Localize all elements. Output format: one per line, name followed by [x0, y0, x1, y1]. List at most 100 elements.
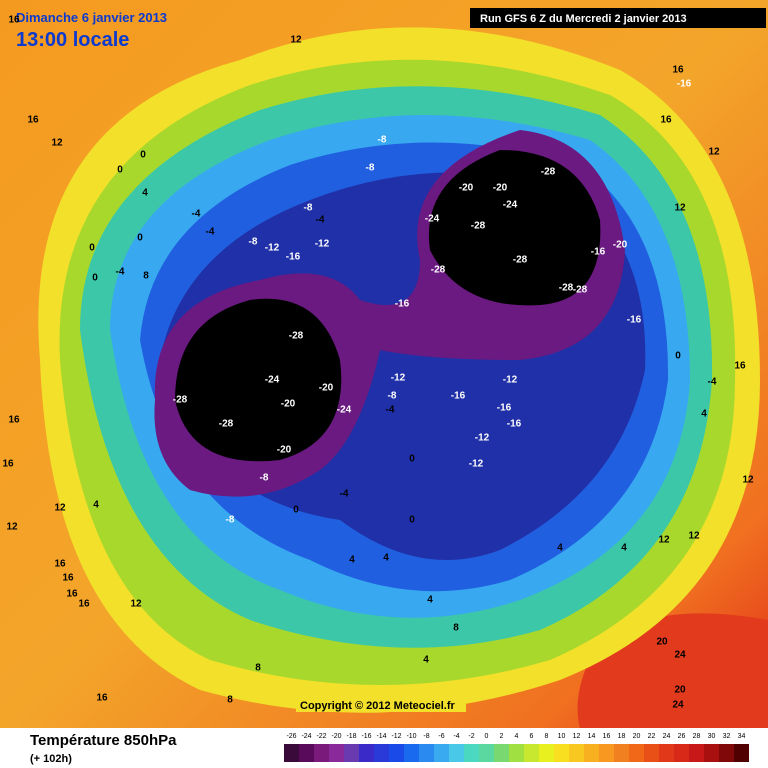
- colorbar-swatch: [359, 744, 374, 762]
- colorbar-swatch: [629, 744, 644, 762]
- contour-label: 4: [423, 655, 429, 666]
- colorbar-tick-label: -12: [391, 733, 401, 740]
- contour-label: -20: [319, 383, 334, 394]
- colorbar-tick-label: -24: [301, 733, 311, 740]
- colorbar-tick-label: 18: [618, 733, 626, 740]
- contour-label: 4: [427, 595, 433, 606]
- colorbar-swatch: [464, 744, 479, 762]
- colorbar-swatch: [704, 744, 719, 762]
- contour-label: -12: [315, 239, 330, 250]
- contour-label: 8: [143, 271, 149, 282]
- contour-label: 16: [27, 115, 39, 126]
- colorbar-swatch: [659, 744, 674, 762]
- contour-label: -28: [219, 419, 234, 430]
- contour-label: -4: [206, 227, 215, 238]
- colorbar-tick-label: -16: [361, 733, 371, 740]
- contour-label: -24: [425, 214, 440, 225]
- contour-label: 16: [62, 573, 74, 584]
- contour-label: -12: [475, 433, 490, 444]
- contour-label: 16: [672, 65, 684, 76]
- contour-label: 12: [658, 535, 670, 546]
- contour-label: -8: [388, 391, 397, 402]
- contour-label: 8: [453, 623, 459, 634]
- contour-label: -12: [265, 243, 280, 254]
- colorbar-tick-label: 10: [558, 733, 566, 740]
- contour-label: 12: [6, 522, 18, 533]
- colorbar-tick-label: 22: [648, 733, 656, 740]
- colorbar-tick-label: 16: [603, 733, 611, 740]
- contour-label: -8: [260, 473, 269, 484]
- colorbar-swatch: [344, 744, 359, 762]
- colorbar: -26 -24 -22 -20 -18 -16 -14 -12 -10 -8 -6 -4 -2 0 2 4 6 8…: [284, 733, 749, 762]
- contour-label: -12: [469, 459, 484, 470]
- contour-label: 24: [674, 650, 686, 661]
- contour-label: 4: [383, 553, 389, 564]
- colorbar-swatch: [719, 744, 734, 762]
- contour-label: 16: [54, 559, 66, 570]
- colorbar-swatch: [479, 744, 494, 762]
- contour-label: -4: [316, 215, 325, 226]
- colorbar-tick-label: 2: [500, 733, 504, 740]
- contour-label: -16: [497, 403, 512, 414]
- contour-label: -24: [503, 200, 518, 211]
- colorbar-tick-label: -10: [406, 733, 416, 740]
- contour-label: -4: [386, 405, 395, 416]
- contour-label: 12: [742, 475, 754, 486]
- contour-label: -24: [265, 375, 280, 386]
- contour-label: -28: [173, 395, 188, 406]
- contour-label: -4: [116, 267, 125, 278]
- contour-label: 16: [660, 115, 672, 126]
- contour-label: -12: [503, 375, 518, 386]
- colorbar-tick-label: 12: [573, 733, 581, 740]
- colorbar-tick-label: 0: [485, 733, 489, 740]
- colorbar-tick-label: 14: [588, 733, 596, 740]
- colorbar-swatch: [314, 744, 329, 762]
- contour-label: 20: [656, 637, 668, 648]
- contour-label: 12: [130, 599, 142, 610]
- contour-label: -28: [573, 285, 588, 296]
- colorbar-tick-label: -4: [453, 733, 459, 740]
- colorbar-tick-label: 4: [515, 733, 519, 740]
- contour-label: 4: [701, 409, 707, 420]
- contour-label: 0: [89, 243, 95, 254]
- contour-label: -20: [281, 399, 296, 410]
- contour-label: -16: [507, 419, 522, 430]
- colorbar-swatch: [674, 744, 689, 762]
- contour-label: -20: [277, 445, 292, 456]
- contour-label: 4: [557, 543, 563, 554]
- colorbar-swatch: [299, 744, 314, 762]
- contour-label: 12: [290, 35, 302, 46]
- colorbar-tick-label: 8: [545, 733, 549, 740]
- contour-label: 24: [672, 700, 684, 711]
- colorbar-tick-label: -14: [376, 733, 386, 740]
- contour-label: 12: [674, 203, 686, 214]
- colorbar-swatch: [374, 744, 389, 762]
- contour-label: 0: [140, 150, 146, 161]
- contour-label: -20: [493, 183, 508, 194]
- contour-label: -28: [431, 265, 446, 276]
- colorbar-tick-label: -18: [346, 733, 356, 740]
- colorbar-tick-label: -22: [316, 733, 326, 740]
- contour-label: -12: [391, 373, 406, 384]
- colorbar-swatch: [419, 744, 434, 762]
- colorbar-tick-label: 24: [663, 733, 671, 740]
- header-date: Dimanche 6 janvier 2013: [16, 10, 167, 25]
- contour-label: -4: [708, 377, 717, 388]
- contour-label: -16: [677, 79, 692, 90]
- contour-label: -20: [459, 183, 474, 194]
- colorbar-swatch: [389, 744, 404, 762]
- colorbar-swatch: [569, 744, 584, 762]
- contour-label: -4: [340, 489, 349, 500]
- contour-label: 4: [349, 555, 355, 566]
- contour-label: 0: [409, 515, 415, 526]
- contour-label: -28: [541, 167, 556, 178]
- contour-label: -28: [513, 255, 528, 266]
- contour-label: 16: [734, 361, 746, 372]
- contour-label: 4: [142, 188, 148, 199]
- contour-label: 0: [137, 233, 143, 244]
- contour-label: 16: [8, 15, 20, 26]
- contour-label: -16: [591, 247, 606, 258]
- contour-label: -28: [289, 331, 304, 342]
